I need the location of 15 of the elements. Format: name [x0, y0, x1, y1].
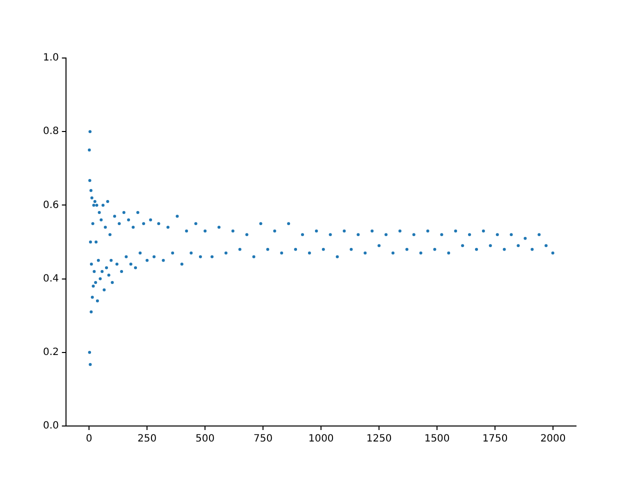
y-tick-label: 1.0 — [42, 52, 59, 64]
x-tick-label: 750 — [254, 434, 273, 445]
x-tick-label: 1750 — [482, 434, 508, 445]
x-tick-label: 500 — [196, 434, 215, 445]
x-tick-label: 250 — [138, 434, 157, 445]
y-tick-label: 0.2 — [42, 346, 59, 358]
x-tick-label: 1250 — [366, 434, 392, 445]
y-tick-label: 0.4 — [42, 273, 59, 284]
y-tick-label: 0.0 — [42, 420, 59, 432]
y-tick-label: 0.6 — [42, 200, 59, 211]
x-tick-label: 1500 — [424, 434, 450, 445]
x-tick-label: 1000 — [308, 434, 334, 445]
x-tick-label: 2000 — [540, 434, 566, 445]
y-tick-label: 0.8 — [42, 126, 59, 138]
x-tick-label: 0 — [86, 434, 92, 445]
